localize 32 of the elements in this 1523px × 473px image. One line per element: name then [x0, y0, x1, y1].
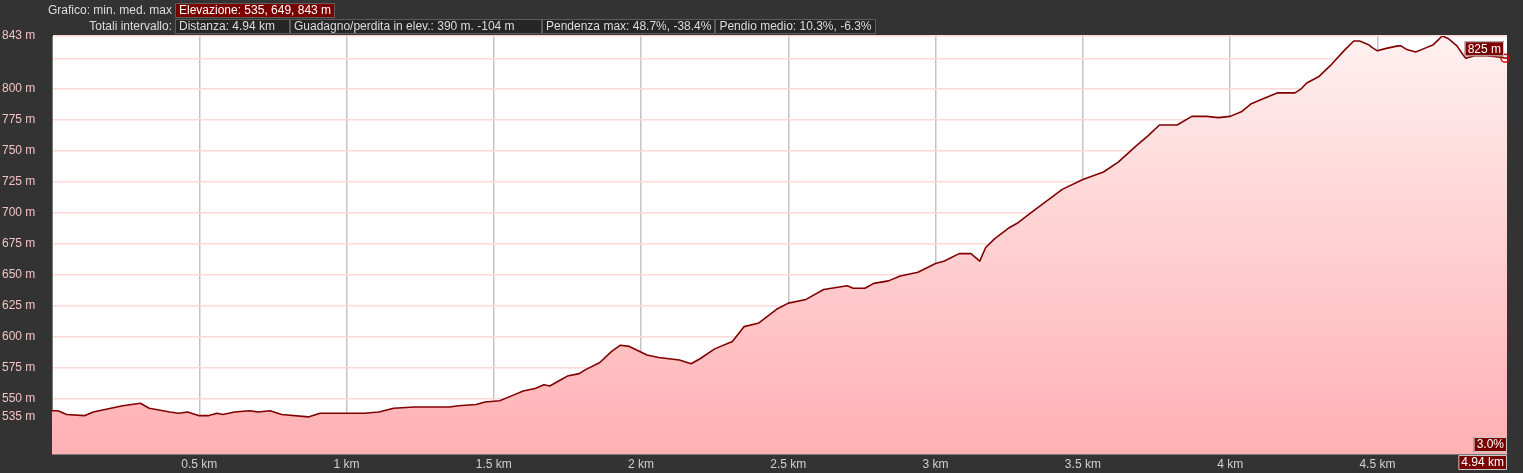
y-tick-label: 650 m: [2, 266, 36, 281]
y-tick-label: 775 m: [2, 112, 36, 127]
x-tick-label: 4 km: [1217, 456, 1244, 471]
text: Elevazione: 535, 649, 843 m: [175, 3, 336, 18]
y-tick-label: 675 m: [2, 236, 36, 251]
text: Grafico: min. med. max: [46, 3, 173, 18]
y-tick-label: 750 m: [2, 143, 36, 158]
text: Totali intervallo:: [89, 19, 172, 33]
text: Distanza: 4.94 km: [175, 19, 290, 34]
x-tick-label: 3.5 km: [1064, 456, 1101, 471]
x-tick-label: 1.5 km: [475, 456, 512, 471]
y-tick-label: 575 m: [2, 359, 36, 374]
x-tick-label: 0.5 km: [181, 456, 218, 471]
text: 4.94 km: [1461, 455, 1504, 470]
text: Guadagno/perdita in elev.: 390 m. -104 m: [290, 19, 542, 34]
y-tick-label: 700 m: [2, 205, 36, 220]
y-tick-label: 800 m: [2, 81, 36, 96]
y-tick-label: 550 m: [2, 390, 36, 405]
y-tick-label: 535 m: [2, 409, 36, 424]
text: Pendenza max: 48.7%, -38.4%: [542, 19, 716, 34]
x-tick-label: 1 km: [333, 456, 360, 471]
annotation: 825 m: [1467, 41, 1502, 56]
x-tick-label: 4.5 km: [1359, 456, 1396, 471]
y-tick-label: 725 m: [2, 174, 36, 189]
y-tick-label: 600 m: [2, 328, 36, 343]
x-tick-label: 3 km: [922, 456, 949, 471]
y-tick-label: 843 m: [2, 28, 36, 43]
y-tick-label: 625 m: [2, 297, 36, 312]
x-tick-label: 2 km: [628, 456, 655, 471]
text: Pendio medio: 10.3%, -6.3%: [715, 19, 876, 34]
x-tick-label: 2.5 km: [770, 456, 807, 471]
annotation: 3.0%: [1476, 437, 1505, 452]
